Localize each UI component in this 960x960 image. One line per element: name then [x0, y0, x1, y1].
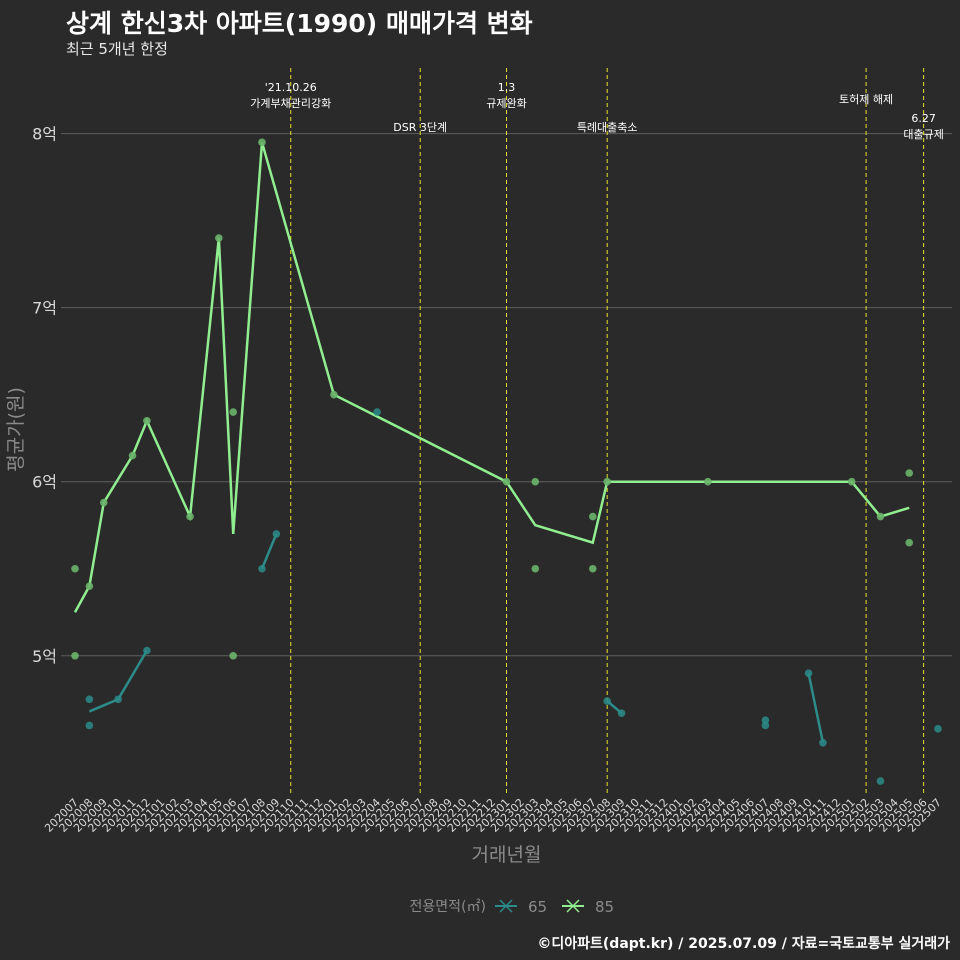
series-85-point — [603, 477, 611, 486]
event-annotation: 특례대출축소 — [577, 121, 638, 134]
series-85-point — [143, 416, 151, 425]
series-85-point — [99, 498, 108, 507]
series-65-point — [934, 725, 942, 733]
y-tick-label: 8억 — [32, 125, 57, 144]
series-85-point — [502, 477, 511, 486]
series-65-point — [761, 716, 770, 724]
legend-title: 전용면적(㎡) — [410, 899, 486, 915]
y-axis-title: 평균가(원) — [5, 387, 27, 472]
series-85-point — [531, 477, 540, 486]
event-annotation: 1.3 — [498, 81, 516, 94]
series-85-point — [905, 469, 914, 477]
y-tick-label: 6억 — [32, 473, 57, 492]
series-85-point — [589, 512, 597, 521]
legend-key-cross — [499, 899, 513, 913]
series-65-point — [617, 709, 626, 717]
series-85-point — [85, 582, 94, 590]
series-85-point — [71, 564, 79, 573]
series-85-point — [229, 408, 238, 416]
series-65-point — [804, 669, 813, 677]
legend-label: 65 — [528, 898, 547, 916]
series-65-point — [272, 530, 281, 538]
series-65-point — [114, 695, 122, 704]
series-85-line — [73, 141, 910, 613]
legend-label: 85 — [595, 898, 614, 916]
series-85-point — [128, 451, 137, 460]
series-85-point — [215, 234, 223, 242]
event-annotation: 대출규제 — [903, 128, 943, 141]
event-annotation: 규제완화 — [486, 97, 526, 110]
chart-subtitle: 최근 5개년 한정 — [66, 40, 168, 58]
series-85-point — [531, 564, 540, 573]
series-65-point — [85, 721, 94, 730]
series-85-point — [876, 512, 885, 521]
event-annotation: 토허제 해제 — [839, 92, 893, 106]
event-annotation: DSR 3단계 — [393, 121, 447, 134]
x-axis-title: 거래년월 — [472, 844, 542, 866]
series-65-point — [603, 697, 611, 705]
series-65-point — [761, 721, 770, 730]
legend-key-cross — [566, 899, 580, 913]
event-annotation: 6.27 — [911, 112, 936, 125]
series-65-line — [260, 533, 278, 570]
event-annotation: 가계부채관리강화 — [250, 97, 331, 110]
series-85-point — [589, 564, 597, 573]
series-65-point — [876, 777, 885, 785]
series-85-point — [847, 477, 856, 486]
series-85-point — [71, 651, 79, 660]
y-tick-label: 7억 — [32, 299, 57, 318]
series-65-point — [143, 646, 151, 655]
series-65-point — [85, 695, 94, 704]
series-85-point — [186, 512, 194, 521]
chart-title: 상계 한신3차 아파트(1990) 매매가격 변화 — [66, 9, 533, 38]
event-annotation: '21.10.26 — [265, 81, 317, 94]
series-85-point — [905, 538, 914, 547]
series-85-point — [704, 477, 712, 486]
series-65-line — [807, 672, 825, 744]
series-85-point — [330, 390, 338, 399]
y-tick-label: 5억 — [32, 647, 57, 666]
series-85-point — [229, 651, 238, 660]
series-65-point — [819, 738, 827, 747]
series-85-point — [258, 138, 266, 147]
series-65-point — [258, 564, 266, 573]
series-65-point — [373, 408, 381, 416]
chart-caption: ©디아파트(dapt.kr) / 2025.07.09 / 자료=국토교통부 실… — [537, 936, 950, 952]
